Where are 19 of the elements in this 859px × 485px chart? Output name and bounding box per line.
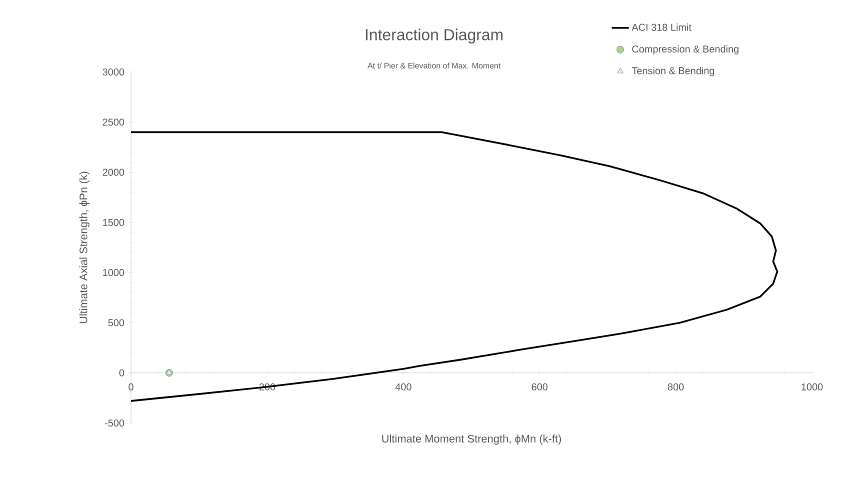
y-tick-label: 3000 (102, 68, 124, 76)
x-tick-label: 600 (532, 383, 548, 390)
x-tick-label: 800 (668, 383, 684, 390)
x-tick-label: 1000 (802, 383, 823, 390)
y-tick-label: 0 (119, 369, 124, 376)
x-axis-title: Ultimate Moment Strength, ϕMn (k-ft) (382, 434, 561, 445)
legend-label: Tension & Bending (632, 66, 714, 76)
legend-label: Compression & Bending (632, 45, 738, 55)
x-tick-label: 400 (395, 383, 412, 390)
y-tick-label: 1000 (103, 269, 124, 276)
y-tick-label: -500 (104, 419, 124, 427)
x-tick-label: 0 (128, 383, 134, 390)
legend-label: ACI 318 Limit (632, 24, 692, 31)
y-axis-title: Ultimate Axial Strength, ϕPn (k) (79, 172, 90, 324)
y-tick-label: 500 (108, 319, 124, 326)
y-tick-label: 2500 (102, 118, 124, 126)
y-tick-label: 2000 (102, 168, 124, 176)
y-tick-label: 1500 (103, 218, 124, 226)
chart-title: Interaction Diagram (366, 28, 503, 44)
